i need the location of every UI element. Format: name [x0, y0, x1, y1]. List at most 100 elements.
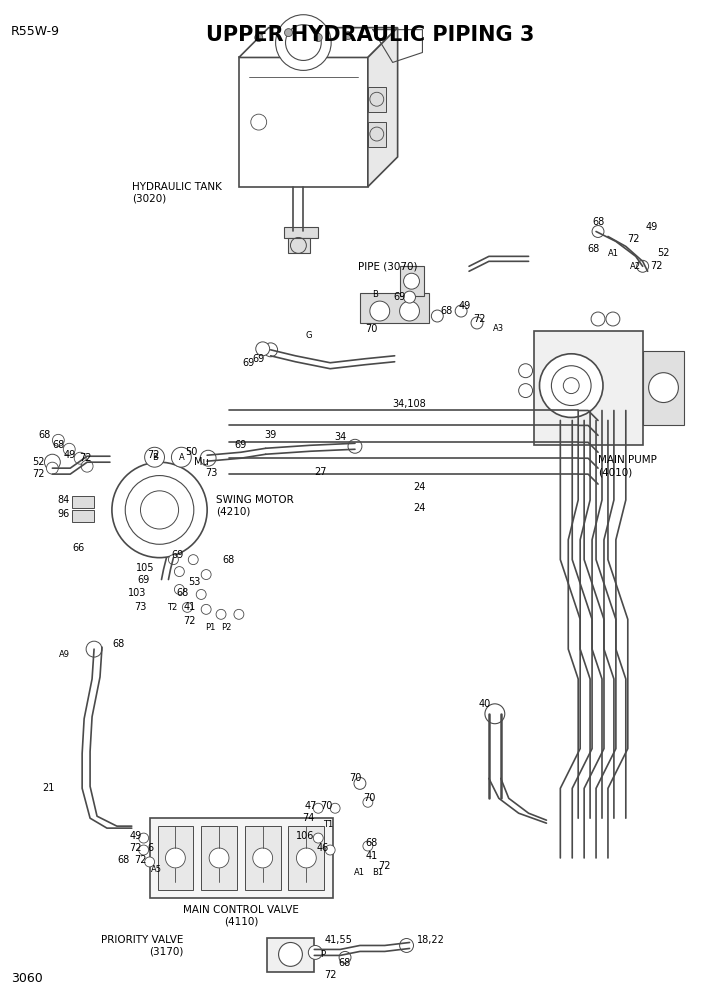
Circle shape — [63, 443, 75, 455]
Circle shape — [313, 833, 323, 843]
Text: 47: 47 — [304, 802, 317, 811]
Text: G: G — [305, 331, 312, 340]
Circle shape — [145, 857, 154, 867]
Text: T1: T1 — [323, 819, 333, 828]
Text: 72: 72 — [472, 314, 485, 324]
Bar — [201, 826, 237, 890]
Text: 68: 68 — [223, 555, 235, 564]
Circle shape — [174, 584, 185, 594]
Circle shape — [251, 114, 267, 130]
Circle shape — [399, 302, 420, 321]
Circle shape — [44, 454, 60, 470]
Text: 41: 41 — [366, 851, 378, 861]
Bar — [289, 826, 324, 890]
Text: PIPE (3070): PIPE (3070) — [358, 261, 418, 271]
Text: 96: 96 — [57, 509, 69, 519]
Bar — [150, 818, 333, 898]
Circle shape — [563, 378, 579, 394]
Bar — [368, 87, 385, 112]
Polygon shape — [239, 58, 368, 186]
Text: 52: 52 — [658, 248, 670, 258]
Text: 69: 69 — [243, 358, 255, 368]
Circle shape — [404, 273, 420, 289]
Text: T2: T2 — [167, 603, 178, 612]
Bar — [157, 826, 193, 890]
Text: 68: 68 — [592, 216, 604, 226]
Text: 49: 49 — [129, 831, 142, 841]
Text: 53: 53 — [188, 576, 201, 586]
Circle shape — [201, 569, 211, 579]
Text: 18,22: 18,22 — [418, 934, 445, 944]
Text: 69: 69 — [394, 292, 406, 303]
Text: A9: A9 — [59, 650, 70, 659]
Circle shape — [209, 848, 229, 868]
Text: 21: 21 — [42, 784, 54, 794]
Text: P2: P2 — [221, 623, 231, 632]
Circle shape — [125, 475, 194, 545]
Text: 73: 73 — [134, 602, 147, 612]
Text: B: B — [372, 290, 378, 299]
Text: SWING MOTOR: SWING MOTOR — [216, 495, 294, 505]
Circle shape — [234, 609, 244, 619]
Bar — [72, 510, 94, 522]
Circle shape — [649, 373, 678, 403]
Text: 69: 69 — [171, 550, 183, 559]
Text: 34,108: 34,108 — [392, 399, 426, 409]
Bar — [289, 238, 310, 253]
Text: 72: 72 — [183, 616, 196, 626]
Text: PRIORITY VALVE: PRIORITY VALVE — [101, 934, 183, 944]
Text: (4210): (4210) — [216, 507, 251, 517]
Text: 73: 73 — [205, 468, 218, 478]
Circle shape — [455, 306, 467, 317]
Circle shape — [183, 602, 192, 612]
Bar — [642, 351, 684, 426]
Circle shape — [363, 798, 373, 807]
Text: A: A — [178, 452, 184, 461]
Text: 68: 68 — [52, 440, 65, 450]
Circle shape — [86, 641, 102, 657]
Text: 68: 68 — [117, 855, 130, 865]
Text: A5: A5 — [150, 865, 161, 874]
Text: 72: 72 — [134, 855, 147, 865]
Text: (3170): (3170) — [149, 946, 183, 956]
Text: 72: 72 — [378, 861, 391, 871]
Text: 49: 49 — [64, 450, 77, 460]
Text: (4010): (4010) — [598, 467, 633, 477]
Text: 70: 70 — [364, 794, 376, 804]
Text: 68: 68 — [176, 588, 188, 598]
Text: 70: 70 — [349, 774, 361, 784]
Text: 72: 72 — [628, 234, 640, 244]
Text: 72: 72 — [129, 843, 142, 853]
Circle shape — [145, 447, 164, 467]
Circle shape — [168, 555, 178, 564]
Text: 49: 49 — [459, 301, 471, 311]
Circle shape — [296, 848, 317, 868]
Text: 68: 68 — [38, 431, 51, 440]
Bar — [360, 294, 430, 323]
Text: 105: 105 — [136, 562, 154, 572]
Text: P: P — [319, 950, 325, 959]
Bar — [72, 496, 94, 508]
Bar — [267, 937, 314, 972]
Text: 68: 68 — [112, 639, 124, 649]
Text: 27: 27 — [314, 467, 326, 477]
Circle shape — [139, 845, 149, 855]
Text: 84: 84 — [57, 495, 69, 505]
Bar — [245, 826, 281, 890]
Circle shape — [276, 15, 331, 70]
Circle shape — [314, 34, 322, 42]
Circle shape — [637, 260, 649, 272]
Circle shape — [255, 34, 263, 42]
Circle shape — [330, 804, 340, 813]
Circle shape — [201, 604, 211, 614]
Text: 72: 72 — [651, 261, 663, 271]
Text: 103: 103 — [128, 588, 147, 598]
Circle shape — [112, 462, 207, 558]
Text: A2: A2 — [630, 262, 641, 271]
Text: 46: 46 — [316, 843, 329, 853]
Circle shape — [256, 342, 270, 356]
Text: B: B — [152, 452, 157, 461]
Circle shape — [279, 942, 303, 966]
Text: (3020): (3020) — [132, 193, 166, 203]
Circle shape — [592, 225, 604, 237]
